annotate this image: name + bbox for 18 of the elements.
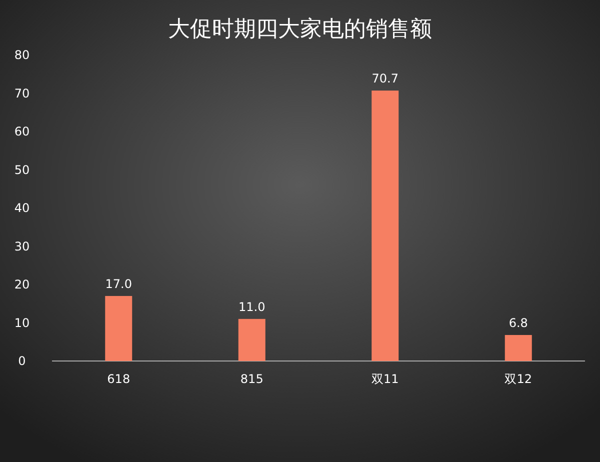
data-label: 17.0 xyxy=(105,276,132,291)
chart-title: 大促时期四大家电的销售额 xyxy=(168,17,432,42)
x-tick-label: 双12 xyxy=(504,372,532,386)
x-tick-label: 815 xyxy=(240,372,264,386)
y-tick-label: 20 xyxy=(14,278,30,292)
data-label: 6.8 xyxy=(508,316,528,330)
y-tick-label: 40 xyxy=(14,201,30,215)
data-label: 70.7 xyxy=(372,72,398,86)
y-tick-label: 0 xyxy=(18,354,26,368)
y-tick-label: 70 xyxy=(14,86,30,100)
y-tick-label: 50 xyxy=(14,162,30,177)
y-tick-label: 60 xyxy=(14,124,30,138)
data-label: 11.0 xyxy=(238,300,266,314)
y-tick-label: 10 xyxy=(14,316,30,330)
x-tick-label: 618 xyxy=(107,372,130,386)
x-tick-label: 双11 xyxy=(371,372,399,386)
y-tick-label: 80 xyxy=(14,48,30,62)
y-tick-label: 30 xyxy=(14,239,30,254)
